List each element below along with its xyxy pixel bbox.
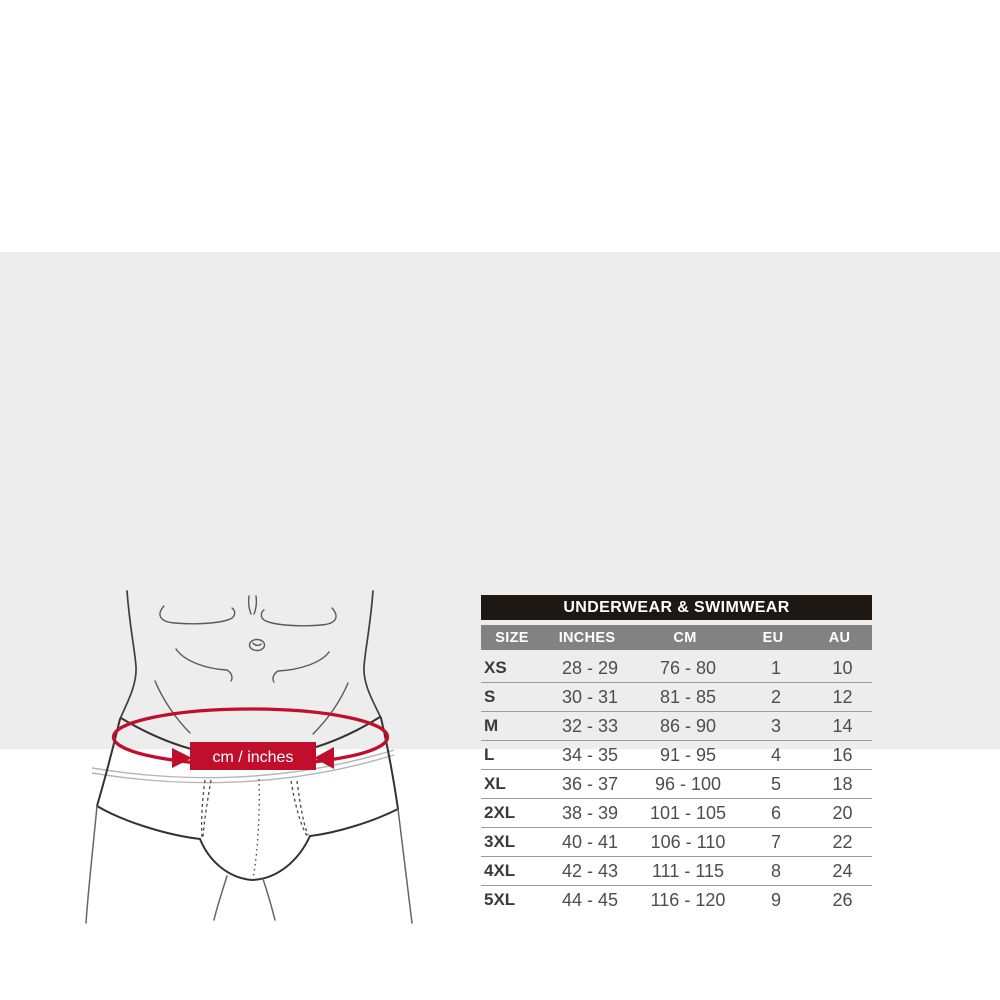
column-header-size: SIZE [495, 630, 529, 646]
value-cell: 24 [832, 860, 853, 881]
size-cell: S [484, 687, 496, 706]
size-cell: 4XL [484, 861, 516, 880]
value-cell: 5 [770, 773, 781, 794]
value-cell: 10 [832, 657, 853, 678]
column-header-cm: CM [673, 630, 697, 646]
table-rows: XS 28 - 29 76 - 80 1 10 S 30 - 31 81 - 85 2 12 M 32… [481, 654, 872, 914]
value-cell: 1 [770, 657, 781, 678]
value-cell: 36 - 37 [561, 773, 619, 794]
arrow-left-into-label-icon [314, 747, 334, 769]
size-cell: 3XL [484, 832, 516, 851]
value-cell: 2 [770, 686, 781, 707]
value-cell: 44 - 45 [561, 889, 619, 910]
size-cell: XS [484, 658, 507, 677]
value-cell: 76 - 80 [659, 657, 717, 678]
table-row: M 32 - 33 86 - 90 3 14 [481, 712, 872, 741]
measurement-label: cm / inches [172, 742, 334, 770]
size-cell: 2XL [484, 803, 516, 822]
value-cell: 7 [770, 831, 781, 852]
measurement-label-box [190, 742, 316, 770]
size-cell: 5XL [484, 890, 516, 909]
value-cell: 42 - 43 [561, 860, 619, 881]
table-row: L 34 - 35 91 - 95 4 16 [481, 741, 872, 770]
value-cell: 6 [770, 802, 781, 823]
column-header-eu: EU [762, 630, 784, 646]
content-panel: cm / inches UNDERWEAR & SWIMWEAR SIZE INC… [0, 252, 1000, 924]
value-cell: 86 - 90 [659, 715, 717, 736]
table-row: S 30 - 31 81 - 85 2 12 [481, 683, 872, 712]
value-cell: 91 - 95 [659, 744, 717, 765]
value-cell: 4 [770, 744, 781, 765]
value-cell: 3 [770, 715, 781, 736]
table-row: XL 36 - 37 96 - 100 5 18 [481, 770, 872, 799]
value-cell: 22 [832, 831, 853, 852]
table-row: 2XL 38 - 39 101 - 105 6 20 [481, 799, 872, 828]
size-table: UNDERWEAR & SWIMWEAR SIZE INCHES CM EU AU XS… [481, 595, 872, 914]
value-cell: 101 - 105 [649, 802, 727, 823]
briefs-outline [96, 716, 399, 882]
value-cell: 28 - 29 [561, 657, 619, 678]
column-header-inches: INCHES [558, 630, 616, 646]
table-row: 4XL 42 - 43 111 - 115 8 24 [481, 857, 872, 886]
value-cell: 30 - 31 [561, 686, 619, 707]
navel [248, 638, 266, 652]
value-cell: 26 [832, 889, 853, 910]
value-cell: 81 - 85 [659, 686, 717, 707]
value-cell: 8 [770, 860, 781, 881]
leg-lines [85, 805, 413, 924]
table-title: UNDERWEAR & SWIMWEAR [481, 595, 872, 620]
value-cell: 38 - 39 [561, 802, 619, 823]
table-header: SIZE INCHES CM EU AU [481, 625, 872, 650]
torso-muscle-lines [154, 595, 349, 735]
value-cell: 18 [832, 773, 853, 794]
table-row: 5XL 44 - 45 116 - 120 9 26 [481, 886, 872, 914]
table-row: 3XL 40 - 41 106 - 110 7 22 [481, 828, 872, 857]
value-cell: 116 - 120 [650, 889, 726, 910]
value-cell: 106 - 110 [650, 831, 726, 852]
value-cell: 40 - 41 [561, 831, 619, 852]
value-cell: 34 - 35 [561, 744, 619, 765]
column-header-au: AU [828, 630, 851, 646]
arrow-right-into-label-icon [172, 748, 192, 768]
value-cell: 12 [832, 686, 853, 707]
value-cell: 14 [832, 715, 853, 736]
waistband-edge-lines [91, 749, 395, 784]
size-cell: M [484, 716, 499, 735]
waist-measurement-diagram: cm / inches [85, 590, 413, 924]
table-row: XS 28 - 29 76 - 80 1 10 [481, 654, 872, 683]
size-cell: L [484, 745, 495, 764]
value-cell: 96 - 100 [654, 773, 722, 794]
briefs-seam-lines [200, 778, 309, 879]
value-cell: 16 [832, 744, 853, 765]
measurement-unit-label: cm / inches [213, 749, 294, 766]
value-cell: 9 [770, 889, 781, 910]
value-cell: 32 - 33 [561, 715, 619, 736]
value-cell: 111 - 115 [651, 860, 725, 881]
size-cell: XL [484, 774, 506, 793]
value-cell: 20 [832, 802, 853, 823]
torso-outline [119, 590, 382, 720]
